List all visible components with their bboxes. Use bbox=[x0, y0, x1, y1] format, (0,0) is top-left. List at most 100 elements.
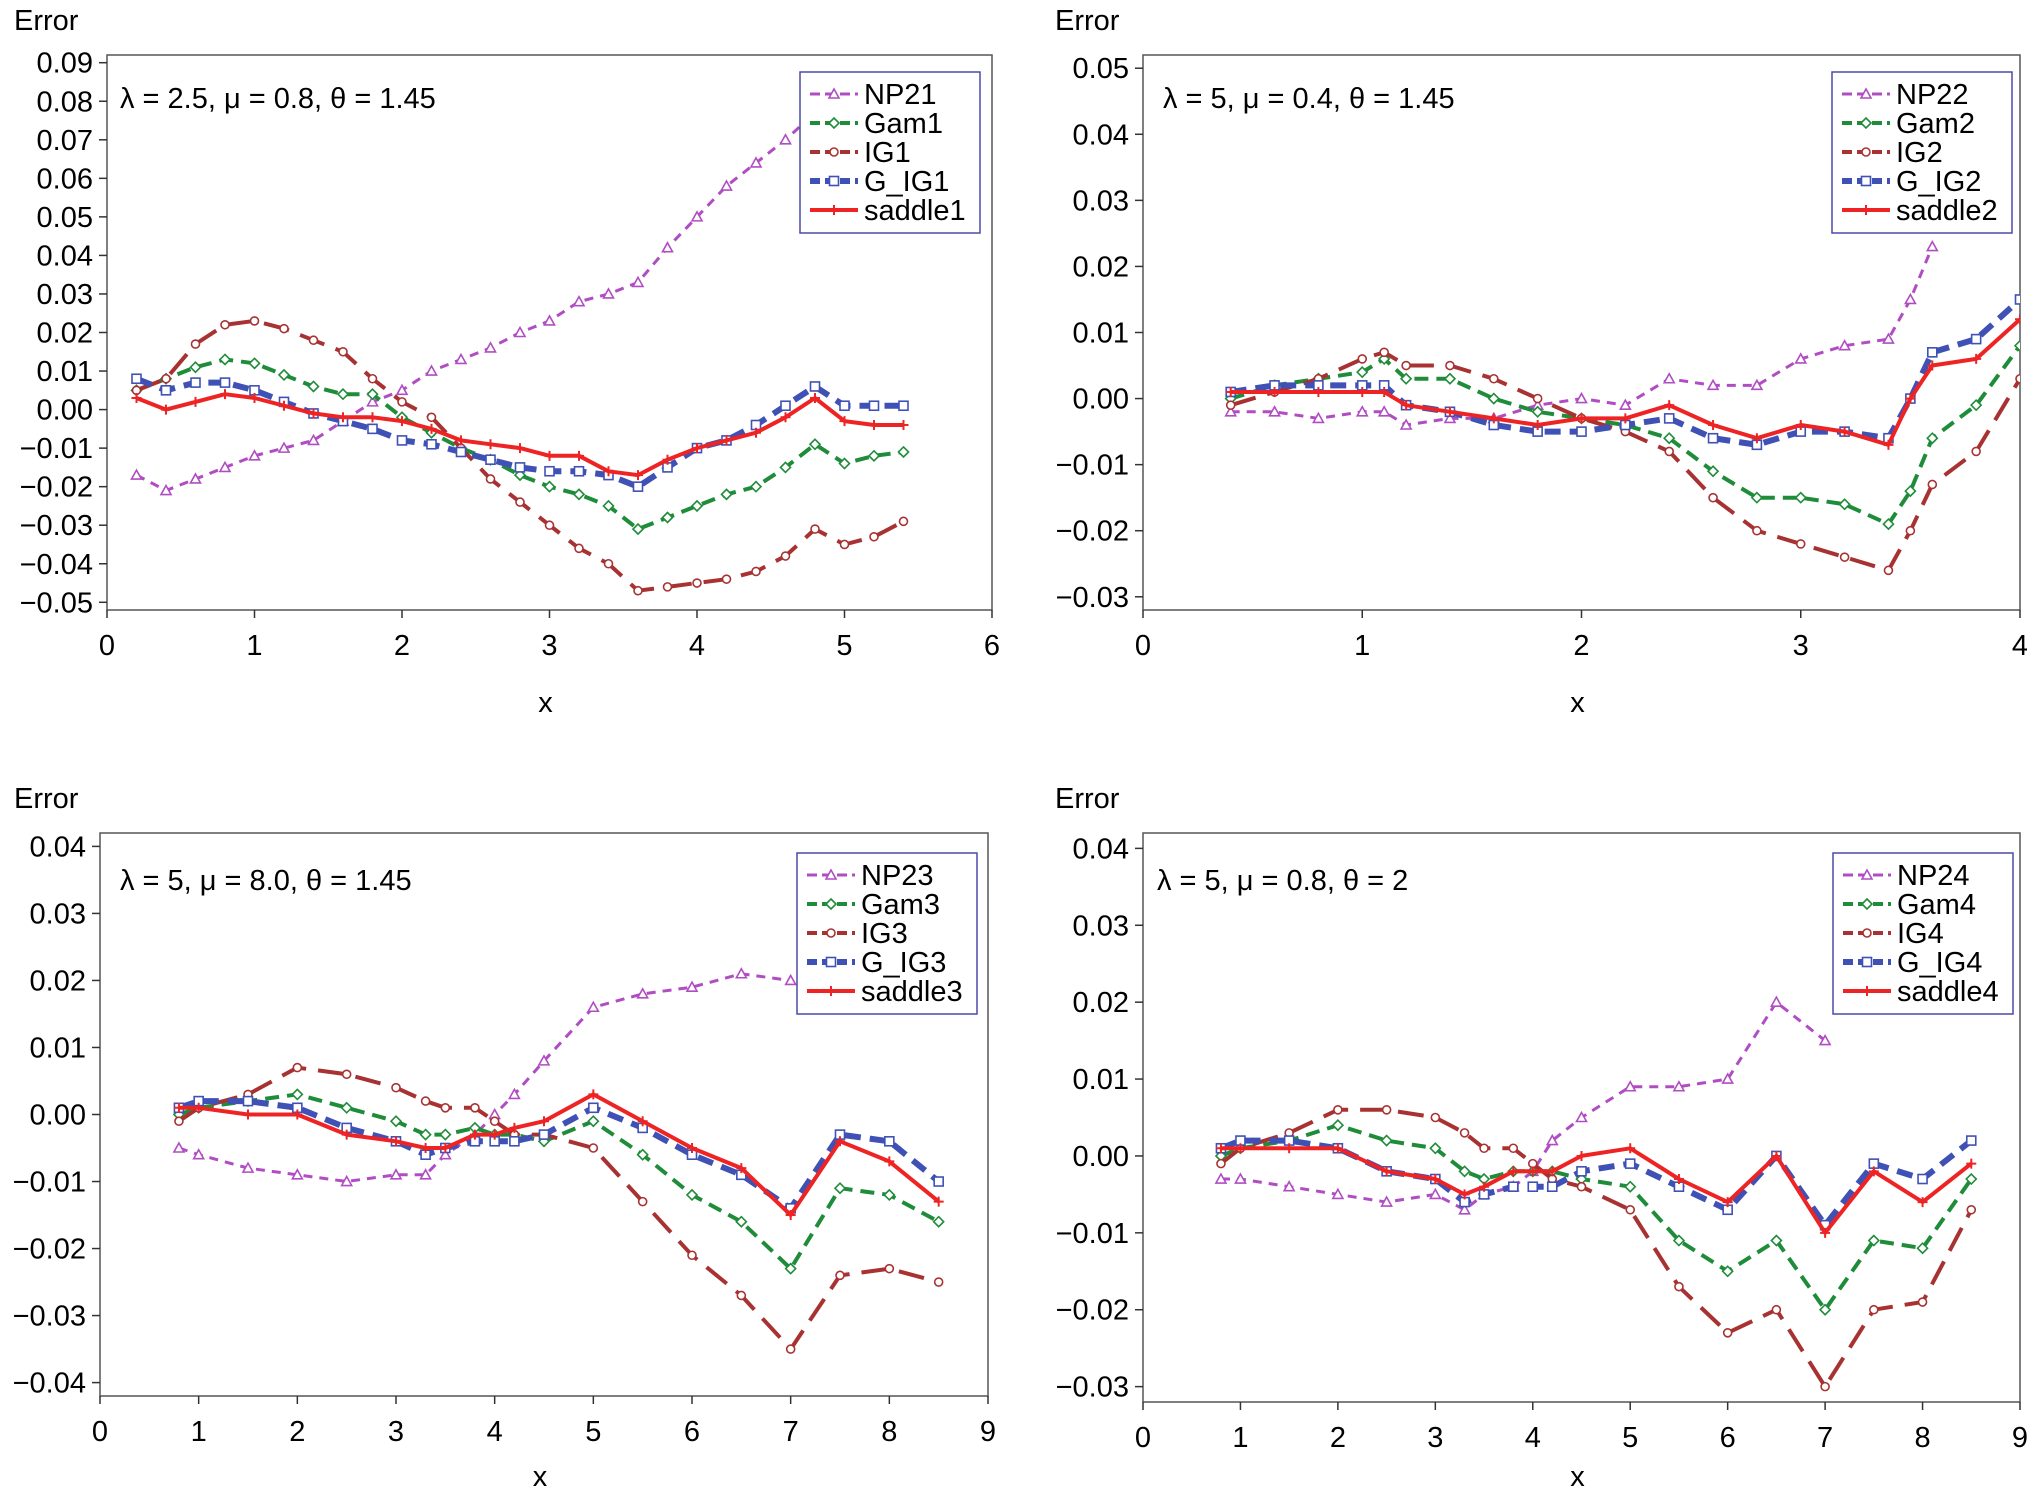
data-point-NP22 bbox=[1312, 411, 1325, 424]
data-point-IG4 bbox=[1674, 1281, 1684, 1292]
data-point-IG4 bbox=[1216, 1158, 1226, 1169]
data-point-saddle1 bbox=[898, 420, 909, 430]
data-point-IG4 bbox=[1333, 1105, 1343, 1115]
data-point-saddle1 bbox=[338, 412, 348, 423]
data-point-saddle1 bbox=[308, 408, 319, 419]
data-point-NP22 bbox=[1377, 405, 1391, 417]
data-point-saddle3 bbox=[884, 1156, 895, 1167]
y-tick-label: −0.04 bbox=[20, 549, 93, 581]
series-line-IG2 bbox=[1230, 350, 2020, 573]
series-line-IG3 bbox=[177, 1065, 940, 1352]
data-point-Gam1 bbox=[366, 388, 379, 401]
data-point-Gam1 bbox=[749, 480, 763, 493]
data-point-IG2 bbox=[1752, 525, 1762, 536]
series-line-saddle3 bbox=[178, 1092, 940, 1217]
series-line-G_IG1 bbox=[135, 376, 904, 490]
data-point-saddle1 bbox=[603, 466, 614, 477]
data-point-Gam1 bbox=[631, 522, 645, 536]
data-point-saddle4 bbox=[1459, 1189, 1470, 1200]
y-tick-label: −0.02 bbox=[13, 1234, 86, 1266]
data-point-saddle1 bbox=[515, 443, 525, 454]
data-point-NP23 bbox=[340, 1174, 354, 1187]
data-point-IG1 bbox=[308, 335, 319, 346]
x-axis-label: x bbox=[533, 1461, 548, 1493]
data-point-NP22 bbox=[1706, 378, 1720, 391]
data-point-saddle3 bbox=[489, 1129, 500, 1140]
x-tick-label: 6 bbox=[684, 1416, 700, 1448]
data-point-Gam3 bbox=[636, 1148, 649, 1161]
data-point-NP23 bbox=[537, 1054, 551, 1066]
y-tick-label: 0.04 bbox=[1073, 833, 1129, 865]
data-point-IG1 bbox=[751, 566, 761, 577]
data-point-IG1 bbox=[633, 585, 643, 596]
y-tick-label: 0.04 bbox=[1073, 119, 1129, 151]
data-point-saddle3 bbox=[933, 1196, 944, 1207]
data-point-IG4 bbox=[1820, 1381, 1830, 1392]
data-point-IG2 bbox=[1883, 565, 1894, 576]
legend-label-Gam2: Gam2 bbox=[1896, 108, 1975, 140]
y-tick-label: −0.03 bbox=[20, 510, 93, 542]
data-point-Gam2 bbox=[2013, 339, 2020, 352]
y-tick-label: 0.05 bbox=[37, 202, 93, 234]
data-point-IG3 bbox=[292, 1062, 303, 1073]
data-point-NP22 bbox=[1224, 405, 1238, 417]
legend-label-NP23: NP23 bbox=[861, 860, 934, 892]
data-point-saddle4 bbox=[1235, 1143, 1246, 1154]
data-point-NP22 bbox=[1794, 352, 1808, 364]
data-point-Gam3 bbox=[735, 1215, 748, 1228]
parameter-annotation: λ = 2.5, μ = 0.8, θ = 1.45 bbox=[120, 83, 436, 115]
data-point-NP22 bbox=[1904, 292, 1917, 305]
data-point-Gam2 bbox=[1356, 366, 1369, 379]
data-point-IG2 bbox=[1401, 360, 1411, 371]
data-point-saddle2 bbox=[1839, 426, 1850, 437]
y-tick-label: 0.00 bbox=[30, 1100, 86, 1132]
data-point-saddle1 bbox=[190, 396, 201, 407]
x-tick-label: 0 bbox=[1135, 1422, 1151, 1454]
panel-top-right: Error 0.05 0.04 0.03 0.02 0.01 0.00 −0.01 −0.02 −… bbox=[1055, 5, 2027, 719]
data-point-IG1 bbox=[485, 474, 496, 484]
x-axis-label: x bbox=[1570, 1461, 1585, 1493]
data-point-saddle3 bbox=[243, 1109, 253, 1120]
data-point-saddle2 bbox=[1883, 439, 1894, 450]
data-point-saddle4 bbox=[1625, 1143, 1636, 1154]
data-point-NP23 bbox=[241, 1161, 255, 1173]
data-point-saddle4 bbox=[1215, 1143, 1226, 1154]
data-point-Gam4 bbox=[1380, 1134, 1393, 1147]
data-point-Gam1 bbox=[867, 449, 881, 462]
y-tick-label: 0.04 bbox=[30, 831, 86, 863]
legend-marker-NP21 bbox=[827, 87, 841, 99]
x-tick-label: 6 bbox=[1720, 1422, 1736, 1454]
data-point-Gam1 bbox=[661, 511, 674, 524]
data-point-saddle2 bbox=[1905, 393, 1916, 404]
legend-marker-G_IG2 bbox=[1860, 175, 1872, 187]
parameter-annotation: λ = 5, μ = 0.4, θ = 1.45 bbox=[1163, 83, 1455, 115]
data-point-saddle3 bbox=[785, 1210, 796, 1221]
data-point-NP21 bbox=[454, 352, 468, 365]
data-point-NP24 bbox=[1458, 1203, 1471, 1215]
x-tick-label: 5 bbox=[836, 630, 852, 662]
data-point-NP21 bbox=[631, 275, 645, 288]
y-tick-label: 0.05 bbox=[1073, 53, 1129, 85]
data-point-IG1 bbox=[810, 524, 820, 534]
y-tick-label: 0.02 bbox=[37, 318, 93, 350]
data-point-IG4 bbox=[1917, 1297, 1928, 1307]
data-point-Gam1 bbox=[189, 361, 202, 374]
data-point-saddle3 bbox=[341, 1129, 352, 1140]
data-point-Gam1 bbox=[690, 499, 704, 513]
data-point-Gam4 bbox=[1965, 1172, 1978, 1186]
y-tick-label: −0.05 bbox=[20, 587, 93, 619]
data-point-Gam2 bbox=[1706, 465, 1720, 478]
data-point-saddle1 bbox=[751, 427, 761, 438]
data-point-IG3 bbox=[736, 1290, 747, 1301]
legend-marker-IG1 bbox=[829, 147, 839, 157]
data-point-Gam3 bbox=[833, 1182, 847, 1195]
y-tick-label: −0.03 bbox=[1056, 582, 1129, 614]
data-point-saddle4 bbox=[1547, 1166, 1558, 1177]
data-point-NP23 bbox=[784, 973, 798, 986]
data-point-NP23 bbox=[685, 980, 699, 992]
data-point-saddle4 bbox=[1868, 1166, 1879, 1177]
data-point-saddle4 bbox=[1430, 1174, 1441, 1185]
y-tick-label: 0.03 bbox=[1073, 910, 1129, 942]
data-point-NP21 bbox=[690, 210, 704, 222]
